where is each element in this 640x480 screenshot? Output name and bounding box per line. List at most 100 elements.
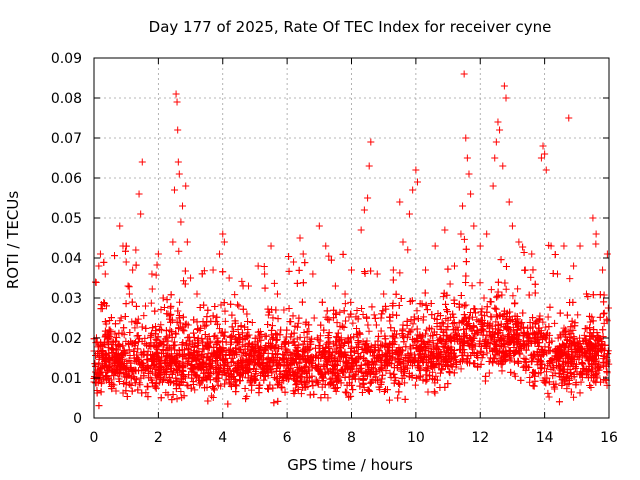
data-point [587,383,595,391]
data-point [265,339,273,347]
data-point [505,198,513,206]
data-point [378,310,386,318]
data-point [291,376,299,384]
data-point [463,154,471,162]
data-point [450,318,458,326]
data-point [336,308,344,316]
data-point [393,311,401,319]
data-point [379,371,387,379]
data-point [325,252,333,260]
data-point [339,250,347,258]
data-point [342,317,350,325]
data-point [424,388,432,396]
data-point [544,313,552,321]
data-point [515,238,523,246]
data-point [154,250,162,258]
data-point [491,154,499,162]
data-point [174,307,182,315]
data-point [360,206,368,214]
data-point [185,333,193,341]
data-point [235,302,243,310]
data-point [422,266,430,274]
data-point [537,154,545,162]
data-point [420,353,428,361]
data-point [177,387,185,395]
data-point [280,306,288,314]
data-point [499,162,507,170]
data-point [570,393,578,401]
data-point [267,242,275,250]
data-point [360,268,368,276]
data-point [565,114,573,122]
data-point [367,138,375,146]
data-point [431,242,439,250]
data-point [131,324,139,332]
data-point [520,249,528,257]
data-point [148,285,156,293]
data-point [152,271,160,279]
data-point [296,234,304,242]
data-point [163,296,171,304]
data-point [322,242,330,250]
data-point [157,394,165,402]
data-point [248,318,256,326]
data-point [551,250,559,258]
data-point [436,369,444,377]
data-point [138,158,146,166]
data-point [444,265,452,273]
data-point [165,373,173,381]
data-point [450,300,458,308]
data-point [389,266,397,274]
data-point [545,323,553,331]
data-point [451,262,458,270]
data-point [164,351,172,359]
data-point [175,170,183,178]
data-point [324,315,332,323]
data-point [210,384,218,392]
data-point [242,395,250,403]
data-point [299,250,307,258]
data-point [162,327,170,335]
data-point [487,286,495,294]
data-point [260,262,268,270]
data-point [151,383,159,391]
data-point [519,243,527,251]
data-point [492,311,500,319]
data-point [360,384,368,392]
data-point [442,300,450,308]
data-point [541,150,549,158]
data-point [309,270,317,278]
data-points [90,70,613,410]
data-point [179,313,187,321]
data-point [95,359,103,367]
data-point [333,319,341,327]
data-point [132,302,140,310]
data-point [443,306,451,314]
data-point [201,331,209,339]
data-point [290,258,298,266]
data-point [279,374,287,382]
data-point [182,182,190,190]
data-point [487,298,495,306]
data-point [321,391,329,399]
data-point [261,284,269,292]
data-point [478,305,486,313]
data-point [480,294,488,302]
data-point [298,298,306,306]
data-point [128,298,136,306]
data-point [173,98,181,106]
data-point [401,395,409,403]
data-point [159,294,167,302]
data-point [168,396,176,404]
data-point [603,250,611,258]
data-point [180,277,188,285]
data-point [264,311,272,319]
data-point [409,186,417,194]
data-point [153,261,161,269]
data-point [465,170,473,178]
data-point [566,275,574,283]
data-point [113,333,121,341]
data-point [524,331,532,339]
data-point [170,338,178,346]
data-point [418,300,426,308]
